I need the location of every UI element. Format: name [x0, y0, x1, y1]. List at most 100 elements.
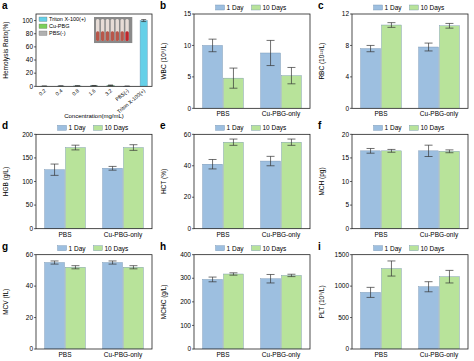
error-bar: [367, 45, 375, 51]
error-cap: [129, 150, 137, 151]
y-tick-label: 1500: [335, 251, 350, 258]
x-tick-label: PBS: [374, 351, 388, 358]
y-label: MCHC (g/L): [160, 284, 168, 319]
error-bar: [267, 40, 275, 65]
error-cap: [51, 164, 59, 165]
marks: [203, 139, 302, 229]
y-tick: [350, 181, 352, 182]
error-line: [449, 150, 450, 153]
error-cap: [267, 40, 275, 41]
error-cap: [109, 170, 117, 171]
y-tick-label: 50: [26, 201, 34, 208]
legend: 1 Day10 Days: [374, 4, 445, 12]
error-line: [212, 39, 213, 52]
error-bar: [129, 145, 137, 151]
legend-label: 1 Day: [385, 245, 403, 253]
bar: [66, 148, 86, 229]
y-label: MCH (pg): [318, 167, 326, 195]
y-tick-label: 0: [187, 225, 191, 232]
y-tick: [192, 108, 194, 109]
y-label: PLT (10⁹/L): [318, 285, 326, 318]
bar: [203, 279, 223, 349]
bar: [261, 161, 281, 229]
frame: [36, 134, 152, 228]
photo-bg: [94, 17, 132, 43]
y-tick-label: 15: [342, 154, 350, 161]
error-cap: [445, 152, 453, 153]
error-cap: [287, 276, 295, 277]
error-bar: [108, 85, 113, 87]
bar: [361, 292, 381, 349]
y-tick-label: 200: [22, 131, 33, 138]
y-tick-label: 1000: [335, 282, 350, 289]
frame: [194, 134, 310, 228]
bar: [103, 263, 123, 349]
error-cap: [267, 282, 275, 283]
error-line: [428, 282, 429, 292]
legend: 1 Day10 Days: [216, 124, 287, 132]
photo-tube-fill: [120, 31, 123, 41]
error-cap: [109, 260, 117, 261]
y-tick: [192, 254, 194, 255]
photo-tube: [96, 19, 99, 41]
error-bar: [267, 156, 275, 165]
y-tick: [350, 108, 352, 109]
error-line: [233, 273, 234, 275]
y-tick-label: 0: [29, 225, 33, 232]
y-tick-label: 20: [184, 193, 192, 200]
error-cap: [129, 144, 137, 145]
error-bar: [109, 166, 117, 170]
bar: [419, 47, 439, 108]
legend-label: 10 Days: [262, 245, 287, 253]
error-line: [54, 164, 55, 175]
y-tick-label: 5: [187, 73, 191, 80]
y-tick: [192, 197, 194, 198]
error-line: [370, 45, 371, 51]
y-label: MCV (fL): [2, 289, 10, 315]
y-tick-label: 150: [22, 154, 33, 161]
legend: 1 Day10 Days: [58, 124, 129, 132]
x-tick-label: PBS: [374, 110, 388, 117]
x-tick-label: PBS: [58, 351, 72, 358]
bar: [382, 25, 402, 108]
y-tick-label: 0: [345, 105, 349, 112]
y-tick-label: 0: [187, 105, 191, 112]
error-cap: [287, 83, 295, 84]
error-cap: [287, 67, 295, 68]
error-cap: [92, 85, 97, 86]
legend-swatch: [58, 125, 67, 130]
y-tick-label: 0: [345, 225, 349, 232]
legend: 1 Day10 Days: [374, 245, 445, 253]
error-bar: [229, 273, 237, 275]
error-cap: [267, 156, 275, 157]
x-label: Concentration(mg/mL): [64, 113, 124, 119]
error-line: [428, 43, 429, 51]
error-cap: [209, 277, 217, 278]
photo-tube: [111, 19, 114, 41]
error-bar: [267, 274, 275, 282]
error-cap: [425, 281, 433, 282]
error-line: [233, 68, 234, 88]
error-cap: [387, 276, 395, 277]
error-cap: [267, 165, 275, 166]
y-tick-label: 0: [29, 345, 33, 352]
y-tick-label: 100: [180, 322, 191, 329]
panel-letter: i: [318, 241, 321, 252]
error-line: [428, 145, 429, 156]
error-cap: [367, 297, 375, 298]
error-line: [75, 145, 76, 150]
error-cap: [209, 51, 217, 52]
error-cap: [387, 260, 395, 261]
bar: [261, 279, 281, 349]
y-tick: [192, 349, 194, 350]
error-cap: [425, 156, 433, 157]
photo-tube-fill: [101, 31, 104, 41]
legend-swatch: [39, 24, 47, 29]
y-tick: [350, 286, 352, 287]
error-cap: [445, 282, 453, 283]
error-cap: [267, 65, 275, 66]
x-tick-label: Cu-PBG-only: [420, 110, 459, 118]
y-tick: [350, 228, 352, 229]
y-tick: [34, 228, 36, 229]
photo-tube-fill: [96, 31, 99, 41]
